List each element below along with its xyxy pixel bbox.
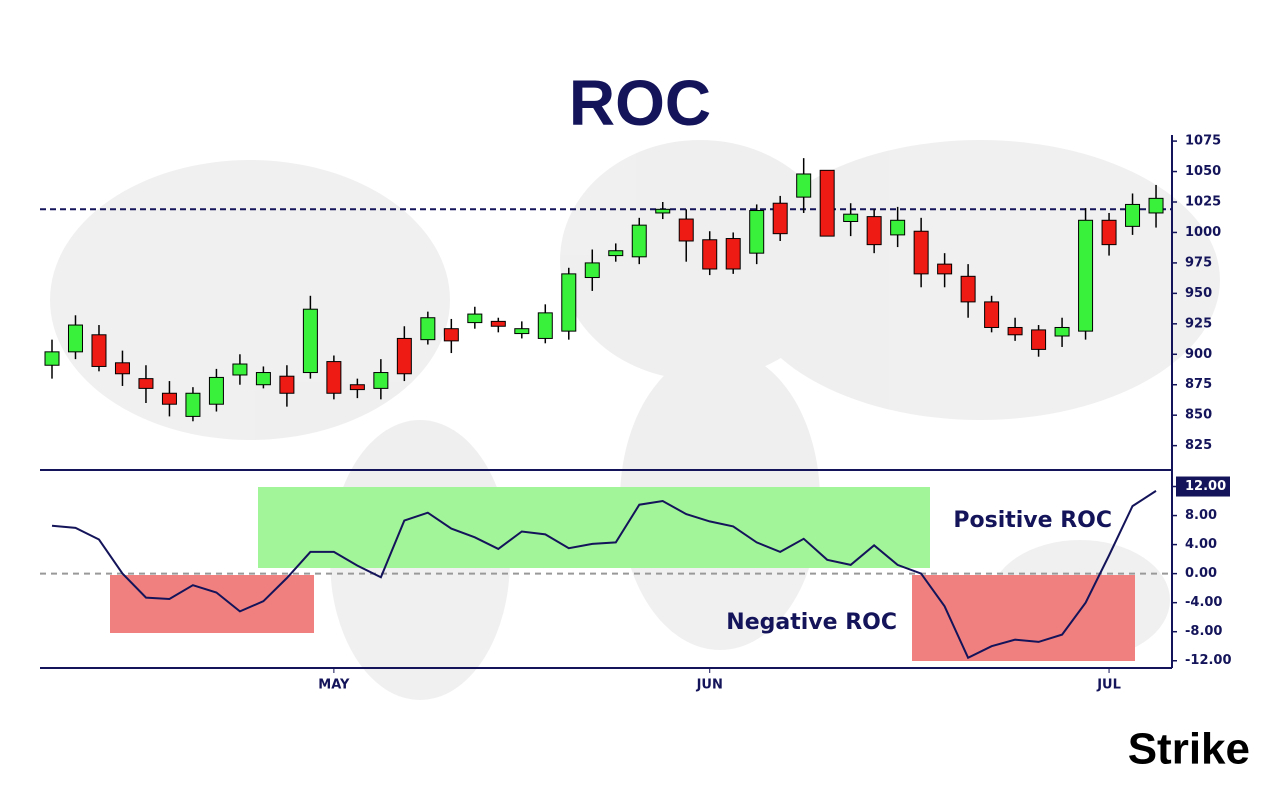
candle-body (678, 218, 694, 242)
candle-body (1031, 329, 1047, 350)
y-tick-label: 975 (1185, 255, 1212, 270)
candle-body (725, 238, 741, 270)
candle-body (490, 320, 506, 327)
candle-body (44, 351, 60, 366)
candle-body (91, 334, 107, 367)
candle-body (420, 317, 436, 341)
candle-body (161, 392, 177, 405)
candle-body (819, 169, 835, 237)
candle-body (326, 361, 342, 394)
positive-zone (258, 487, 930, 568)
y-tick-label: 925 (1185, 316, 1212, 331)
candle-body (561, 273, 577, 332)
y-tick-label: 875 (1185, 377, 1212, 392)
candle-body (584, 262, 600, 279)
y-tick-label: 1050 (1185, 164, 1221, 179)
x-tick-label: JUN (696, 678, 723, 693)
candle-body (302, 308, 318, 374)
candle-body (749, 210, 765, 254)
y-tick-label: -8.00 (1185, 624, 1222, 639)
candle-body (208, 376, 224, 405)
candle-body (255, 372, 271, 386)
negative-zone (912, 575, 1135, 661)
candle-body (937, 263, 953, 275)
candle-body (702, 239, 718, 270)
candle-body (349, 384, 365, 391)
candle-body (232, 363, 248, 376)
y-tick-label: -4.00 (1185, 595, 1222, 610)
y-tick-label: -12.00 (1185, 653, 1232, 668)
y-tick-label: 900 (1185, 347, 1212, 362)
candle-body (984, 301, 1000, 328)
current-value-box (1176, 476, 1230, 497)
candle-body (866, 216, 882, 246)
y-tick-label: 0.00 (1185, 566, 1217, 581)
x-tick-label: JUL (1096, 678, 1121, 693)
chart-title: ROC (569, 67, 711, 139)
candle-body (655, 208, 671, 214)
y-tick-label: 1075 (1185, 134, 1221, 149)
y-tick-label: 4.00 (1185, 537, 1217, 552)
annotation: Positive ROC (953, 508, 1112, 533)
candle-body (1101, 219, 1117, 246)
y-tick-label: 1025 (1185, 195, 1221, 210)
roc-line (51, 490, 1157, 660)
candle-body (138, 378, 154, 389)
candle-body (514, 328, 530, 335)
x-tick-label: MAY (318, 678, 350, 693)
candle-body (467, 313, 483, 324)
negative-zone (110, 575, 314, 633)
y-tick-label: 825 (1185, 438, 1212, 453)
candle-body (1078, 219, 1094, 332)
y-tick-label: 1000 (1185, 225, 1221, 240)
y-tick-label: 850 (1185, 408, 1212, 423)
candle-body (185, 392, 201, 417)
candle-body (373, 372, 389, 389)
candle-body (772, 202, 788, 235)
candle-body (537, 312, 553, 339)
candle-body (1125, 203, 1141, 227)
candle-body (1148, 197, 1164, 214)
candle-body (608, 250, 624, 257)
candle-body (114, 362, 130, 375)
candle-body (796, 173, 812, 198)
candle-body (843, 213, 859, 222)
candle-body (631, 224, 647, 258)
y-tick-label: 12.00 (1185, 479, 1226, 494)
y-tick-label: 8.00 (1185, 508, 1217, 523)
y-tick-label: 950 (1185, 286, 1212, 301)
candle-body (279, 375, 295, 394)
candle-body (890, 219, 906, 236)
candle-body (396, 337, 412, 375)
candle-body (913, 230, 929, 275)
candle-body (443, 328, 459, 342)
candle-body (67, 324, 83, 353)
candle-body (960, 275, 976, 303)
candle-body (1007, 326, 1023, 336)
candle-body (1054, 326, 1070, 337)
annotation: Negative ROC (726, 610, 897, 635)
logo: Strike (1128, 725, 1250, 774)
